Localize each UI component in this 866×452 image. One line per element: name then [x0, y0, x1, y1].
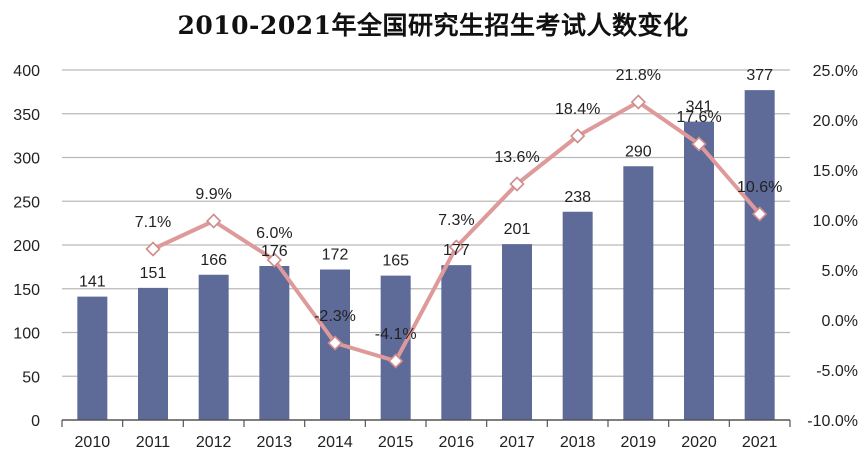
- bar-value-label: 176: [261, 243, 288, 260]
- y-right-tick-label: -5.0%: [816, 363, 858, 380]
- grid-lines: [62, 69, 790, 377]
- bar-value-label: 151: [140, 265, 167, 282]
- y-left-tick-label: 0: [31, 413, 40, 430]
- x-tick-label: 2021: [742, 434, 778, 451]
- growth-rate-label: 10.6%: [737, 179, 782, 196]
- bar: [623, 166, 654, 420]
- x-tick-label: 2010: [75, 434, 111, 451]
- bar: [138, 287, 168, 420]
- growth-rate-label: -2.3%: [314, 308, 356, 325]
- x-tick-label: 2017: [499, 434, 535, 451]
- growth-marker: [448, 239, 464, 255]
- growth-marker: [145, 241, 161, 257]
- chart-title: 2010-2021年全国研究生招生考试人数变化: [177, 11, 689, 40]
- bar: [684, 121, 714, 420]
- y-right-tick-label: 10.0%: [813, 213, 858, 230]
- growth-marker: [630, 94, 646, 110]
- y-right-tick-label: 15.0%: [813, 163, 858, 180]
- growth-marker: [206, 213, 222, 229]
- growth-marker: [570, 128, 586, 144]
- bar-value-label: 172: [322, 247, 349, 264]
- bar: [441, 265, 472, 420]
- y-left-tick-label: 250: [13, 194, 40, 211]
- growth-rate-label: 7.1%: [135, 214, 171, 231]
- growth-rate-label: -4.1%: [375, 326, 417, 343]
- x-tick-label: 2020: [681, 434, 717, 451]
- bar-series: [77, 90, 775, 420]
- data-labels: 141 151 166 176 172 165 177 201 238 290 341 377 7.1%…: [79, 67, 782, 343]
- bar-value-label: 141: [79, 274, 106, 291]
- growth-marker: [327, 335, 343, 351]
- bar-value-label: 290: [625, 143, 652, 160]
- bar-value-label: 377: [746, 67, 773, 84]
- x-tick-label: 2019: [621, 434, 657, 451]
- growth-rate-label: 17.6%: [676, 109, 721, 126]
- bar: [502, 244, 532, 420]
- bar-value-label: 177: [443, 242, 470, 259]
- growth-rate-label: 18.4%: [555, 101, 600, 118]
- growth-marker: [388, 353, 404, 369]
- y-left-tick-label: 50: [22, 369, 40, 386]
- bar: [380, 275, 411, 420]
- bar-value-label: 201: [504, 221, 531, 238]
- y-right-tick-label: -10.0%: [807, 413, 858, 430]
- bar: [198, 274, 229, 420]
- x-tick-label: 2014: [317, 434, 353, 451]
- bar-value-label: 341: [686, 99, 713, 116]
- bar: [562, 211, 593, 420]
- bar: [744, 90, 775, 420]
- x-tick-label: 2013: [257, 434, 293, 451]
- bar-value-label: 238: [564, 189, 591, 206]
- y-right-tick-label: 25.0%: [813, 63, 858, 80]
- y-right-tick-label: 0.0%: [822, 313, 858, 330]
- y-left-tick-label: 100: [13, 326, 40, 343]
- growth-line-series: [145, 94, 768, 369]
- y-right-tick-label: 5.0%: [822, 263, 858, 280]
- growth-marker: [266, 252, 282, 268]
- y-left-tick-label: 200: [13, 238, 40, 255]
- y-left-tick-label: 150: [13, 282, 40, 299]
- bar: [77, 296, 108, 420]
- x-tick-label: 2011: [136, 434, 171, 451]
- y-left-tick-label: 350: [13, 107, 40, 124]
- bar-value-label: 165: [382, 253, 409, 270]
- growth-rate-label: 13.6%: [494, 149, 539, 166]
- growth-marker: [691, 136, 707, 152]
- y-left-tick-label: 300: [13, 151, 40, 168]
- growth-rate-label: 21.8%: [616, 67, 661, 84]
- x-tick-label: 2015: [378, 434, 414, 451]
- growth-rate-label: 7.3%: [438, 212, 474, 229]
- growth-marker: [509, 176, 525, 192]
- growth-rate-label: 6.0%: [256, 225, 292, 242]
- x-tick-label: 2016: [439, 434, 475, 451]
- y-left-tick-label: 400: [13, 63, 40, 80]
- growth-marker: [752, 206, 768, 222]
- y-right-tick-label: 20.0%: [813, 113, 858, 130]
- growth-rate-label: 9.9%: [195, 186, 231, 203]
- x-tick-label: 2018: [560, 434, 596, 451]
- bar-value-label: 166: [200, 252, 227, 269]
- bar: [259, 266, 290, 420]
- x-tick-label: 2012: [196, 434, 232, 451]
- axes: 0 50 100 150 200 250 300 350 400 -10.0% -5.0% 0.0% 5…: [13, 63, 858, 451]
